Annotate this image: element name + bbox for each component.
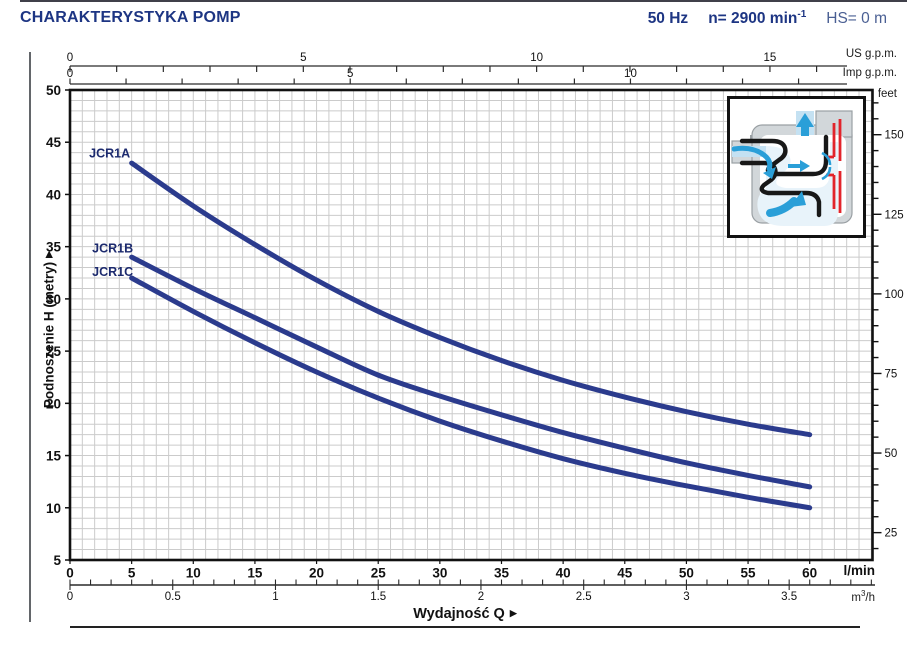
feet-tick-label: 125 [885, 209, 904, 221]
curve-label-JCR1A: JCR1A [89, 147, 130, 161]
header-specs: 50 Hz n= 2900 min-1 HS= 0 m [648, 9, 887, 28]
feet-tick-label: 150 [885, 130, 904, 142]
feet-axis: 150 125 100 75 50 25 [872, 102, 904, 550]
meters-tick-label: 40 [46, 187, 61, 202]
feet-tick-label: 100 [885, 289, 904, 301]
feet-tick-label: 50 [885, 448, 898, 460]
flow-arrows [731, 113, 832, 217]
lmin-tick-label: 30 [432, 566, 447, 581]
curve-JCR1B [129, 254, 813, 490]
meters-tick-label: 45 [46, 135, 62, 150]
feet-unit-label: feet [877, 88, 897, 100]
curve-JCR1C [129, 275, 813, 511]
m3h-tick-label: 2 [478, 591, 484, 603]
lmin-tick-label: 0 [66, 566, 74, 581]
lmin-tick-label: 10 [186, 566, 201, 581]
recirculation-arrow [766, 197, 798, 217]
lmin-tick-label: 45 [617, 566, 633, 581]
speed-value: n= 2900 min-1 [708, 9, 806, 28]
m3h-tick-label: 0.5 [165, 591, 181, 603]
top-rule [20, 0, 907, 2]
outlet-up-arrow-icon [796, 113, 814, 127]
suction-head-value: HS= 0 m [826, 10, 887, 28]
m3h-tick-label: 1.5 [370, 591, 386, 603]
frequency-value: 50 Hz [647, 10, 689, 28]
curve-label-JCR1C: JCR1C [92, 265, 133, 279]
m3h-tick-label: 3 [683, 591, 689, 603]
lmin-tick-label: 55 [741, 566, 757, 581]
m3h-tick-label: 2.5 [576, 591, 592, 603]
meters-tick-label: 10 [46, 501, 61, 516]
lmin-unit-label: l/min [843, 563, 875, 578]
impeller-red-lines [826, 119, 842, 213]
lmin-tick-label: 5 [128, 566, 136, 581]
venturi-arrowhead-icon [800, 160, 810, 172]
imp-gpm-unit-label: Imp g.p.m. [842, 67, 897, 79]
left-margin-rule [29, 52, 31, 622]
meters-tick-label: 5 [53, 553, 61, 568]
meters-tick-label: 30 [46, 292, 61, 307]
imp-gpm-scale: 0 5 10 [67, 68, 847, 85]
diffuser-arrow-top [821, 151, 832, 166]
caption-underline [70, 626, 860, 628]
us-gpm-tick-label: 10 [530, 52, 543, 64]
meters-tick-label: 50 [46, 83, 61, 98]
meters-tick-label: 20 [46, 396, 61, 411]
us-gpm-unit-label: US g.p.m. [845, 48, 897, 60]
lmin-tick-label: 40 [556, 566, 571, 581]
feet-tick-label: 75 [885, 368, 898, 380]
speed-text: n= 2900 min [708, 10, 798, 28]
inlet-flow-arrow [731, 145, 773, 172]
feet-tick-label: 25 [885, 528, 898, 540]
curve-label-JCR1B: JCR1B [92, 242, 133, 256]
imp-gpm-tick-label: 10 [624, 68, 637, 80]
lmin-tick-label: 60 [802, 566, 817, 581]
lmin-tick-label: 15 [247, 566, 263, 581]
m3h-tick-label: 0 [67, 591, 73, 603]
recirculation-arrowhead-icon [790, 191, 806, 207]
diffuser-arrow-bottom [821, 166, 832, 181]
m3h-sup: 3 [860, 589, 866, 598]
speed-exponent: -1 [797, 9, 807, 20]
pump-cross-section-drawing [731, 110, 853, 226]
lmin-tick-label: 25 [371, 566, 387, 581]
m3h-scale: 0 0.5 1 1.5 2 2.5 3 3.5 [67, 579, 875, 603]
curve-JCR1A [129, 160, 813, 438]
lmin-tick-label: 35 [494, 566, 510, 581]
meters-tick-label: 25 [46, 344, 62, 359]
imp-gpm-tick-label: 0 [67, 68, 73, 80]
page-title: CHARAKTERYSTYKA POMP [20, 9, 241, 26]
lmin-tick-label: 50 [679, 566, 694, 581]
m3h-base: m [851, 591, 861, 604]
us-gpm-tick-label: 15 [764, 52, 777, 64]
meters-tick-label: 15 [46, 449, 62, 464]
us-gpm-tick-label: 0 [67, 52, 73, 64]
m3h-unit-label: m3/h [851, 589, 875, 604]
pump-cross-section-inset [727, 96, 866, 238]
inlet-arrowhead-icon [763, 167, 776, 179]
meters-tick-label: 35 [46, 240, 62, 255]
lmin-axis: 0 5 10 15 20 25 30 35 40 45 50 55 60 [66, 560, 817, 581]
m3h-tick-label: 3.5 [781, 591, 797, 603]
x-axis-caption-text: Wydajność Q [413, 606, 505, 622]
plot-border [68, 88, 874, 562]
x-axis-caption: Wydajność Q ▶ [70, 606, 860, 622]
imp-gpm-tick-label: 5 [347, 68, 353, 80]
us-gpm-scale: 0 5 10 15 [67, 52, 847, 72]
us-gpm-tick-label: 5 [300, 52, 306, 64]
m3h-tick-label: 1 [272, 591, 278, 603]
meters-axis: 50 45 40 35 30 25 20 15 10 5 [46, 83, 70, 568]
right-arrow-icon: ▶ [509, 608, 517, 618]
m3h-rest: /h [865, 591, 875, 604]
lmin-tick-label: 20 [309, 566, 324, 581]
